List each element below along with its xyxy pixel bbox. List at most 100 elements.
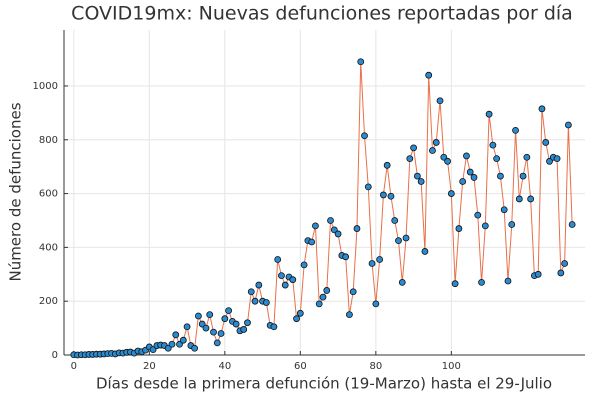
data-point bbox=[334, 230, 342, 238]
data-point bbox=[281, 281, 289, 289]
data-point bbox=[564, 121, 572, 129]
data-point bbox=[289, 276, 297, 284]
data-point bbox=[210, 328, 217, 336]
data-point bbox=[553, 155, 561, 163]
y-tick-label: 800 bbox=[39, 135, 58, 146]
y-tick-label: 200 bbox=[39, 296, 58, 307]
data-point bbox=[221, 315, 229, 323]
data-point bbox=[451, 280, 459, 288]
y-tick-label: 600 bbox=[39, 189, 58, 200]
data-point bbox=[270, 323, 278, 331]
y-axis-label: Número de defunciones bbox=[7, 102, 25, 281]
data-point bbox=[478, 278, 485, 286]
data-point bbox=[387, 192, 395, 200]
data-point bbox=[455, 225, 463, 232]
x-tick-label: 40 bbox=[218, 361, 231, 372]
data-point bbox=[398, 278, 406, 286]
data-point bbox=[372, 300, 380, 308]
y-tick-label: 0 bbox=[52, 350, 58, 361]
data-point bbox=[512, 126, 519, 134]
data-point bbox=[183, 323, 191, 331]
data-point bbox=[364, 183, 372, 191]
data-point bbox=[244, 319, 251, 327]
data-point bbox=[202, 324, 210, 332]
x-tick-label: 80 bbox=[369, 361, 382, 372]
data-point bbox=[213, 339, 221, 347]
data-point bbox=[436, 97, 444, 105]
data-point bbox=[330, 226, 338, 234]
data-point bbox=[195, 312, 202, 320]
data-point bbox=[429, 147, 436, 154]
data-point bbox=[527, 195, 535, 203]
data-point bbox=[179, 336, 187, 344]
data-point bbox=[425, 71, 433, 79]
data-point bbox=[232, 320, 240, 328]
data-point bbox=[546, 157, 553, 165]
data-point bbox=[417, 178, 425, 185]
y-tick-label: 1000 bbox=[33, 81, 58, 92]
data-point bbox=[497, 172, 504, 180]
data-point bbox=[361, 132, 368, 140]
data-point bbox=[353, 225, 361, 232]
data-point bbox=[198, 320, 206, 328]
x-tick-label: 0 bbox=[71, 361, 77, 372]
data-point bbox=[481, 222, 489, 230]
data-point bbox=[432, 139, 440, 146]
data-point bbox=[293, 315, 300, 323]
data-point bbox=[262, 299, 270, 306]
x-tick-label: 20 bbox=[143, 361, 156, 372]
data-point bbox=[247, 288, 255, 296]
data-point bbox=[568, 221, 576, 228]
data-point bbox=[149, 346, 157, 354]
data-point bbox=[519, 172, 527, 180]
data-point bbox=[406, 155, 414, 163]
data-point bbox=[447, 190, 455, 197]
data-point bbox=[383, 161, 391, 169]
data-point bbox=[538, 105, 546, 113]
data-point bbox=[278, 272, 285, 280]
data-point bbox=[300, 261, 308, 269]
data-point bbox=[413, 172, 421, 180]
data-point bbox=[225, 307, 233, 315]
data-point bbox=[463, 152, 470, 160]
data-point bbox=[459, 178, 467, 185]
data-point bbox=[391, 217, 399, 224]
data-point bbox=[368, 260, 376, 267]
data-point bbox=[312, 222, 319, 230]
data-point bbox=[444, 157, 451, 165]
data-point bbox=[319, 293, 327, 301]
data-point bbox=[206, 311, 214, 319]
data-point bbox=[240, 326, 248, 333]
data-point bbox=[357, 58, 365, 66]
data-point bbox=[489, 141, 497, 149]
data-point bbox=[342, 253, 350, 261]
data-point bbox=[323, 287, 331, 294]
data-point bbox=[557, 269, 565, 277]
x-axis-label: Días desde la primera defunción (19-Marz… bbox=[96, 375, 552, 393]
data-point bbox=[327, 217, 334, 224]
data-point bbox=[395, 237, 402, 245]
data-point bbox=[470, 174, 478, 181]
data-point bbox=[515, 195, 523, 203]
data-point bbox=[315, 300, 323, 308]
data-point bbox=[172, 331, 180, 339]
data-point bbox=[508, 221, 516, 228]
data-point bbox=[542, 139, 550, 146]
chart-title: COVID19mx: Nuevas defunciones reportadas… bbox=[71, 3, 573, 25]
data-point bbox=[376, 256, 384, 263]
data-point bbox=[466, 168, 474, 176]
data-point bbox=[523, 153, 531, 161]
data-point bbox=[440, 153, 448, 161]
data-point bbox=[504, 277, 512, 285]
data-line bbox=[73, 61, 573, 356]
data-point bbox=[164, 344, 172, 352]
data-point bbox=[421, 248, 429, 255]
data-point bbox=[274, 256, 282, 263]
data-point bbox=[349, 288, 357, 296]
data-point bbox=[296, 309, 304, 317]
data-point bbox=[191, 344, 199, 352]
x-tick-label: 100 bbox=[442, 361, 461, 372]
data-point bbox=[176, 340, 183, 348]
x-tick-label: 60 bbox=[294, 361, 307, 372]
